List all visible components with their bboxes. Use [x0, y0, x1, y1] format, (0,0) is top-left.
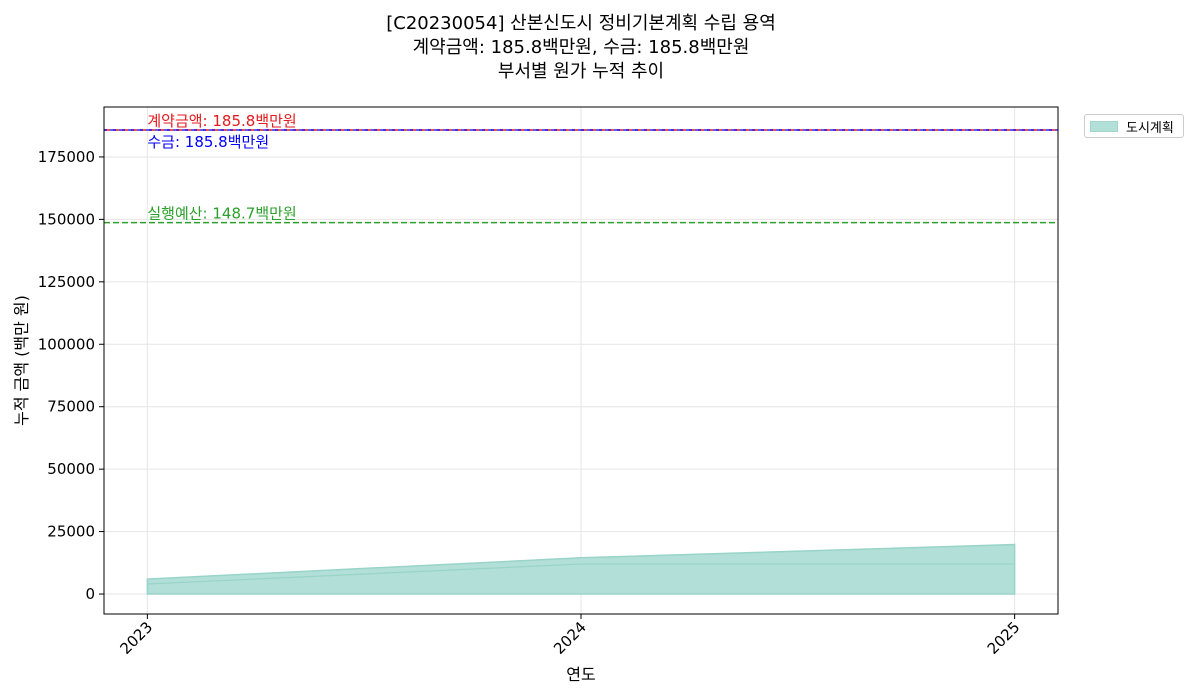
area-inner-line	[147, 563, 1015, 585]
y-tick-label: 25000	[47, 523, 95, 541]
y-tick-label: 175000	[38, 148, 95, 166]
y-tick-label: 50000	[47, 460, 95, 478]
legend: 도시계획	[1084, 114, 1184, 138]
area-series-urban-planning	[146, 543, 1016, 595]
x-tick-label: 2023	[116, 618, 156, 658]
chart-title: [C20230054] 산본신도시 정비기본계획 수립 용역 계약금액: 185…	[0, 12, 1162, 84]
y-axis-title: 누적 금액 (백만 원)	[12, 295, 31, 426]
title-line-3: 부서별 원가 누적 추이	[497, 61, 665, 82]
x-axis-title: 연도	[566, 665, 595, 684]
x-tick-label: 2024	[550, 618, 590, 658]
legend-swatch-urban-planning	[1090, 120, 1118, 132]
title-line-1: [C20230054] 산본신도시 정비기본계획 수립 용역	[386, 13, 776, 34]
y-tick-label: 100000	[38, 335, 95, 353]
collection-label: 수금: 185.8백만원	[147, 133, 269, 151]
execution-budget-label: 실행예산: 148.7백만원	[147, 205, 296, 223]
y-tick-label: 0	[85, 585, 95, 603]
contract-amount-label: 계약금액: 185.8백만원	[147, 112, 296, 130]
title-line-2: 계약금액: 185.8백만원, 수금: 185.8백만원	[412, 37, 750, 58]
legend-label-urban-planning: 도시계획	[1126, 120, 1174, 136]
y-tick-label: 75000	[47, 398, 95, 416]
x-tick-label: 2025	[984, 618, 1024, 658]
y-tick-label: 150000	[38, 210, 95, 228]
y-tick-label: 125000	[38, 273, 95, 291]
